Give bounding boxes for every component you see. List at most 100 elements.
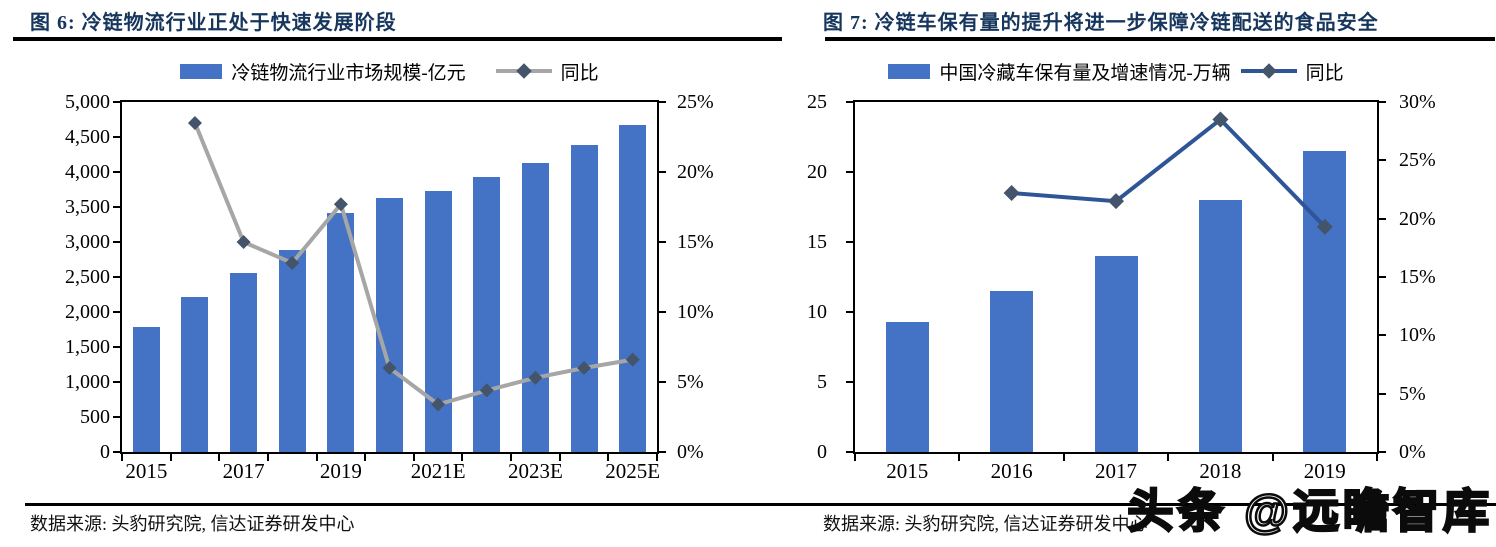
legend-diamond-marker <box>1260 63 1277 79</box>
bar-2018 <box>1198 200 1242 452</box>
y-axis-tick-label-right: 0% <box>677 441 704 463</box>
diamond-data-point-marker <box>1108 193 1124 210</box>
legend-item: 同比 <box>495 58 599 85</box>
legend-item: 同比 <box>1240 58 1344 85</box>
y-axis-tick-label-left: 0 <box>100 441 110 463</box>
y-axis-tick <box>113 451 122 453</box>
x-axis-tick <box>656 454 658 461</box>
chart-legend: 中国冷藏车保有量及增速情况-万辆 同比 <box>855 56 1377 86</box>
bar-2023E <box>521 162 549 452</box>
x-axis-tick-label: 2017 <box>222 459 265 483</box>
growth-rate-line <box>1003 111 1333 235</box>
y-axis-tick <box>1377 276 1386 278</box>
y-axis-tick <box>1377 159 1386 162</box>
y-axis-tick <box>113 416 122 418</box>
diamond-data-point-marker <box>1003 185 1020 201</box>
footer-rule <box>780 503 1496 506</box>
diamond-data-point-marker <box>479 383 494 398</box>
watermark: 头条 @远瞻智库 <box>1126 485 1493 538</box>
x-axis-tick-label: 2015 <box>886 459 929 483</box>
x-axis-tick-label: 2021E <box>410 459 466 483</box>
diamond-data-point-marker <box>382 361 397 375</box>
y-axis-tick <box>113 136 122 138</box>
legend-label: 同比 <box>560 62 599 84</box>
bar-2017 <box>230 272 258 452</box>
bar-2016 <box>181 297 209 452</box>
y-axis-tick-label-left: 3,500 <box>65 196 110 218</box>
x-axis-tick <box>1376 454 1378 461</box>
y-axis-tick-label-left: 1,000 <box>65 371 110 393</box>
bar-2025E <box>619 125 647 452</box>
y-axis-tick-label-left: 25 <box>807 91 827 113</box>
legend-label: 中国冷藏车保有量及增速情况-万辆 <box>939 62 1231 84</box>
x-axis-tick-label: 2018 <box>1199 459 1242 483</box>
figure-7-refrigerated-trucks: 图 7: 冷链车保有量的提升将进一步保障冷链配送的食品安全 中国冷藏车保有量及增… <box>780 0 1496 547</box>
y-axis-tick-label-right: 10% <box>1399 324 1436 347</box>
diamond-data-point-marker <box>285 256 300 270</box>
growth-rate-line <box>187 116 640 412</box>
legend-label: 冷链物流行业市场规模-亿元 <box>231 62 466 84</box>
y-axis-tick <box>113 241 122 243</box>
bar-2019 <box>327 213 355 452</box>
legend-diamond-marker <box>515 63 532 79</box>
x-axis-tick-label: 2019 <box>1303 459 1346 483</box>
y-axis-tick <box>846 101 855 103</box>
y-axis-tick-label-left: 4,000 <box>65 161 110 183</box>
y-axis-tick-label-left: 15 <box>807 231 827 253</box>
x-axis-tick <box>607 454 610 461</box>
x-axis-tick <box>854 454 856 461</box>
y-axis-tick <box>113 171 122 173</box>
y-axis-tick-label-left: 500 <box>80 406 110 428</box>
y-axis-tick-label-left: 10 <box>807 301 827 323</box>
diamond-data-point-marker <box>577 361 592 375</box>
legend-bar-swatch <box>888 63 931 79</box>
bar-2015 <box>885 321 929 452</box>
legend-item: 冷链物流行业市场规模-亿元 <box>180 58 466 85</box>
diamond-data-point-marker <box>236 235 251 249</box>
y-axis-tick <box>657 381 666 383</box>
y-axis-tick-label-left: 20 <box>807 161 827 183</box>
y-axis-tick-label-right: 30% <box>1399 91 1436 113</box>
y-axis-tick <box>657 101 666 103</box>
x-axis-tick <box>315 454 318 461</box>
bar-2019 <box>1303 151 1347 452</box>
y-axis-tick-label-left: 3,000 <box>65 231 110 253</box>
legend-line-swatch <box>1240 63 1297 79</box>
y-axis-tick <box>657 451 666 453</box>
bar-2018 <box>278 249 306 452</box>
x-axis-tick <box>461 454 464 461</box>
x-axis-tick <box>1167 454 1170 461</box>
x-axis-tick <box>1062 454 1065 461</box>
diamond-data-point-marker <box>1316 218 1333 235</box>
x-axis-tick-label: 2023E <box>507 459 563 483</box>
title-underline <box>825 37 1495 41</box>
title-underline <box>13 37 782 41</box>
y-axis-tick-label-right: 20% <box>1399 207 1436 230</box>
y-axis-tick <box>113 311 122 313</box>
bar-2016 <box>990 291 1034 452</box>
y-axis-tick-label-right: 0% <box>1399 441 1426 463</box>
diamond-data-point-marker <box>1212 111 1229 128</box>
y-axis-tick <box>113 381 122 383</box>
y-axis-tick <box>1377 392 1386 395</box>
y-axis-tick-label-left: 1,500 <box>65 336 110 358</box>
figure-6-cold-chain-market: 图 6: 冷链物流行业正处于快速发展阶段 冷链物流行业市场规模-亿元 同比 0 50… <box>13 0 782 547</box>
y-axis-tick-label-right: 25% <box>677 91 714 113</box>
legend-line-swatch <box>495 63 552 79</box>
diamond-data-point-marker <box>625 352 640 367</box>
y-axis-tick <box>846 381 855 383</box>
diamond-data-point-marker <box>187 116 202 130</box>
y-axis-tick-label-left: 4,500 <box>65 126 110 148</box>
x-axis-tick-label: 2016 <box>990 459 1033 483</box>
y-axis-tick-label-right: 10% <box>677 301 714 323</box>
x-axis-tick <box>218 454 221 461</box>
y-axis-tick <box>1377 101 1386 103</box>
data-source: 数据来源: 头豹研究院, 信达证券研发中心 <box>30 514 355 534</box>
x-axis-tick <box>121 454 123 461</box>
data-source: 数据来源: 头豹研究院, 信达证券研发中心 <box>823 514 1148 534</box>
footer-rule <box>25 503 782 506</box>
x-axis-tick <box>266 454 269 461</box>
y-axis-tick <box>846 311 855 313</box>
y-axis-tick-label-right: 20% <box>677 161 714 183</box>
y-axis-tick <box>846 241 855 243</box>
